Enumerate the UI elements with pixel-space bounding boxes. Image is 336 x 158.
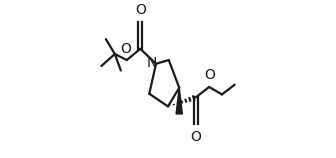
Text: O: O [205,68,215,82]
Text: N: N [146,56,157,70]
Text: O: O [190,130,201,144]
Text: O: O [121,42,131,56]
Polygon shape [176,88,182,114]
Text: O: O [135,3,146,17]
